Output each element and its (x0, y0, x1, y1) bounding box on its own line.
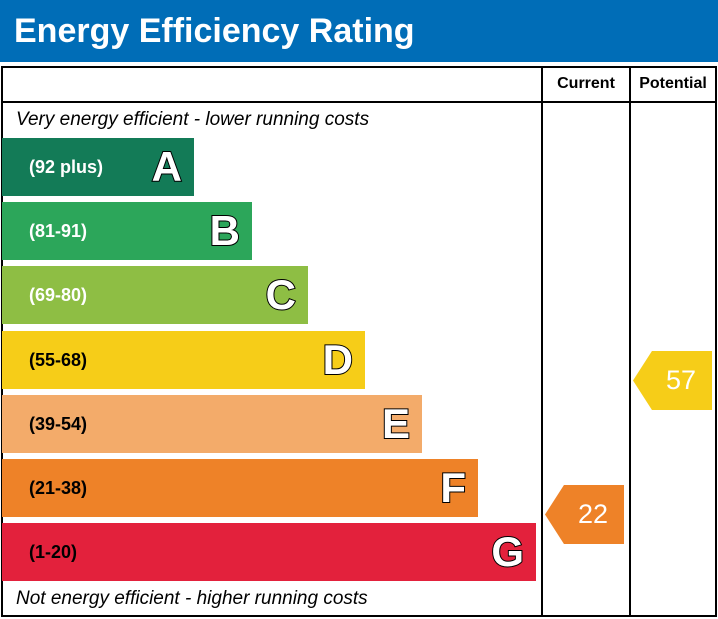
band-f: (21-38) F (2, 459, 478, 517)
band-d: (55-68) D (2, 331, 365, 389)
band-letter: F (439, 463, 467, 512)
band-letter: B (209, 206, 241, 255)
band-range: (81-91) (29, 221, 88, 241)
top-note: Very energy efficient - lower running co… (16, 109, 370, 130)
band-range: (1-20) (29, 542, 78, 562)
band-letter: D (322, 335, 354, 384)
band-range: (92 plus) (29, 157, 104, 177)
chart-title: Energy Efficiency Rating (0, 0, 718, 62)
band-a: (92 plus) A (2, 138, 194, 196)
divider (1, 101, 717, 103)
band-c: (69-80) C (2, 266, 308, 324)
band-range: (69-80) (29, 285, 88, 305)
band-g: (1-20) G (2, 523, 536, 581)
column-header-current: Current (557, 75, 615, 92)
potential-rating-arrow: 57 (633, 351, 712, 410)
divider (629, 66, 631, 617)
band-b: (81-91) B (2, 202, 252, 260)
band-letter: E (381, 399, 411, 448)
band-range: (39-54) (29, 414, 88, 434)
bottom-note: Not energy efficient - higher running co… (16, 588, 368, 609)
band-letter: G (490, 527, 525, 576)
column-header-potential: Potential (639, 75, 707, 92)
current-rating-arrow: 22 (545, 485, 624, 544)
band-e: (39-54) E (2, 395, 422, 453)
band-range: (21-38) (29, 478, 88, 498)
band-letter: A (151, 142, 183, 191)
band-range: (55-68) (29, 350, 88, 370)
band-letter: C (265, 270, 297, 319)
divider (541, 66, 543, 617)
